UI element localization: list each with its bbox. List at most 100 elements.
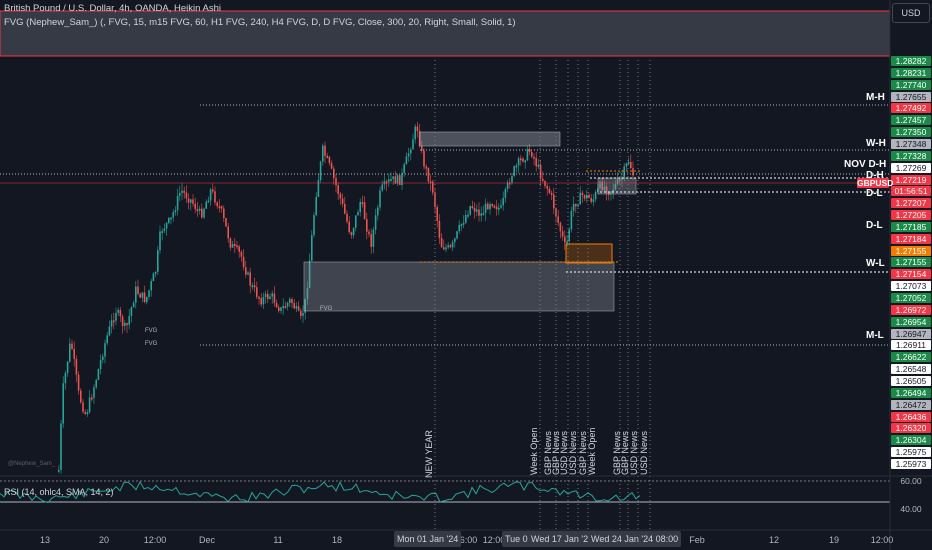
candle-body [64, 372, 67, 384]
candle-body [579, 192, 581, 205]
candle-body [605, 186, 608, 193]
candle-body [326, 155, 328, 158]
candle-body [445, 247, 447, 250]
candle-body [603, 186, 606, 191]
price-scale-label: 1.27155 [891, 257, 931, 268]
candle-body [284, 306, 287, 309]
candle-body [152, 273, 155, 282]
price-scale-label: 1.27328 [891, 150, 931, 161]
candle-body [110, 320, 113, 327]
price-scale-label: 1.27154 [891, 269, 931, 280]
candle-body [242, 256, 245, 268]
candle-body [86, 412, 89, 415]
candle-body [102, 356, 104, 360]
candle-body [610, 191, 612, 194]
candle-body [297, 306, 300, 311]
candle-body [550, 192, 553, 195]
fvg-box-large [303, 261, 615, 312]
candle-body [304, 299, 306, 313]
candle-body [269, 296, 271, 299]
candle-body [561, 231, 564, 237]
candle-body [632, 168, 634, 176]
candle-body [192, 199, 194, 204]
candle-body [302, 312, 304, 316]
price-scale-label: 1.27219 [891, 174, 931, 185]
candle-body [616, 179, 619, 184]
candle-body [97, 369, 100, 380]
candle-body [627, 162, 630, 165]
time-tick: 13 [39, 535, 51, 545]
time-marker-box: Wed 17 Jan '24 [528, 531, 597, 547]
candle-body [399, 175, 401, 185]
time-tick: 12:00 [143, 535, 167, 545]
candle-body [198, 208, 201, 211]
candle-body [69, 343, 71, 362]
candle-body [124, 323, 126, 326]
candle-body [548, 188, 551, 193]
candle-body [601, 181, 603, 191]
candle-body [438, 220, 441, 238]
candle-body [350, 232, 353, 236]
rsi-title[interactable]: RSI (14, ohlc4, SMA, 14, 2) [4, 487, 114, 497]
level-label-day-low-short: D-L [866, 188, 883, 199]
candle-body [300, 310, 302, 316]
candle-body [128, 315, 130, 325]
indicator-title[interactable]: FVG (Nephew_Sam_) (, FVG, 15, m15 FVG, 6… [4, 17, 516, 28]
candle-body [236, 245, 238, 248]
candle-body [143, 292, 146, 303]
candle-body [594, 192, 597, 200]
candle-body [315, 196, 317, 216]
candle-body [157, 250, 159, 272]
event-week-open-1: Week Open [529, 427, 539, 475]
price-scale-label: 1.27655 [891, 91, 931, 102]
candle-body [104, 343, 106, 357]
fvg-box-small [597, 177, 637, 195]
candle-body [583, 195, 586, 199]
candle-body [324, 145, 326, 156]
candle-body [108, 326, 111, 336]
candle-body [115, 312, 117, 321]
candle-body [121, 316, 124, 326]
candle-body [544, 180, 546, 186]
candle-body [388, 179, 390, 182]
candle-body [346, 213, 348, 222]
candle-body [238, 246, 240, 252]
candle-body [337, 185, 339, 194]
candle-body [339, 193, 342, 199]
heikin-ashi-candles [58, 121, 634, 474]
level-label-nov-day-high: NOV D-H [844, 159, 887, 170]
time-tick: 19 [828, 535, 840, 545]
candle-body [216, 202, 218, 207]
candle-body [577, 204, 579, 207]
candle-body [568, 229, 570, 242]
candle-body [374, 215, 377, 230]
price-scale-label: 1.26472 [891, 399, 931, 410]
candle-body [319, 161, 322, 181]
candle-body [588, 194, 590, 198]
currency-button[interactable]: USD [892, 3, 930, 23]
price-scale-label: 1.26954 [891, 316, 931, 327]
candle-body [392, 176, 394, 179]
candle-body [493, 205, 496, 208]
candle-body [612, 189, 614, 192]
price-scale-label: 1.28231 [891, 67, 931, 78]
candle-body [372, 229, 375, 247]
candle-body [207, 200, 210, 203]
candle-body [546, 185, 548, 189]
candle-body [390, 178, 392, 181]
candle-body [258, 296, 260, 299]
candle-body [286, 302, 289, 307]
candle-body [436, 207, 438, 221]
candle-body [460, 223, 463, 226]
price-scale-label: 1.27155 [891, 245, 931, 256]
candle-body [425, 166, 427, 169]
price-scale-label: 1.27348 [891, 138, 931, 149]
price-scale-label: 1.27457 [891, 115, 931, 126]
candle-body [454, 238, 456, 243]
candle-body [500, 205, 502, 208]
time-tick: 12 [768, 535, 780, 545]
time-tick: 18 [331, 535, 343, 545]
time-tick: 12:00 [482, 535, 506, 545]
fvg-label-b: FVG [145, 341, 158, 347]
